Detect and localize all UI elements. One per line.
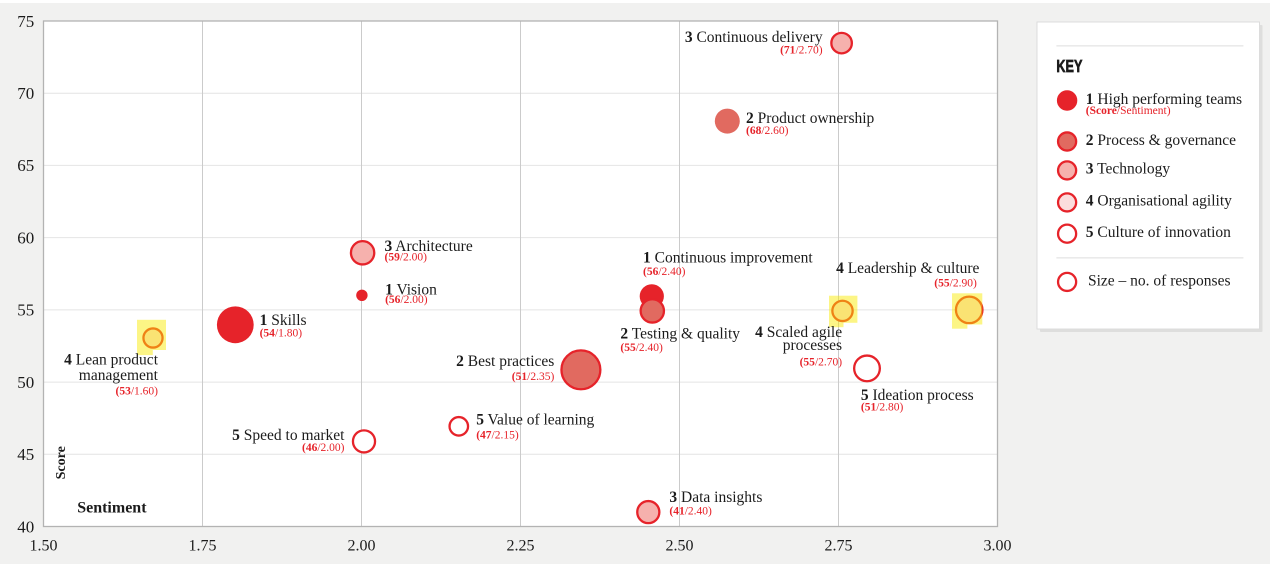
svg-text:5 Culture of innovation: 5 Culture of innovation (1086, 224, 1231, 241)
svg-text:60: 60 (17, 228, 34, 247)
svg-text:45: 45 (17, 445, 34, 464)
svg-text:(55/2.70): (55/2.70) (800, 356, 843, 368)
svg-text:4 Organisational agility: 4 Organisational agility (1086, 193, 1232, 210)
svg-text:(46/2.00): (46/2.00) (302, 442, 345, 454)
svg-text:3 Continuous delivery: 3 Continuous delivery (685, 29, 823, 46)
svg-text:2 Best practices: 2 Best practices (456, 353, 554, 370)
svg-text:55: 55 (17, 301, 34, 320)
svg-text:(51/2.80): (51/2.80) (861, 402, 904, 414)
svg-text:(71/2.70): (71/2.70) (780, 44, 823, 56)
svg-text:(56/2.40): (56/2.40) (643, 266, 686, 278)
svg-text:50: 50 (17, 373, 34, 392)
svg-text:1.50: 1.50 (30, 537, 58, 554)
svg-text:1 Vision: 1 Vision (385, 282, 437, 299)
svg-text:(55/2.40): (55/2.40) (620, 342, 663, 354)
svg-text:1 Skills: 1 Skills (260, 312, 307, 329)
svg-text:3 Architecture: 3 Architecture (385, 238, 473, 255)
svg-text:(56/2.00): (56/2.00) (385, 294, 428, 306)
svg-text:70: 70 (17, 84, 34, 103)
svg-text:2.00: 2.00 (348, 537, 376, 554)
svg-text:2.50: 2.50 (666, 537, 694, 554)
svg-text:5 Value of learning: 5 Value of learning (476, 412, 594, 429)
svg-text:3 Technology: 3 Technology (1086, 161, 1171, 178)
svg-text:65: 65 (17, 156, 34, 175)
svg-text:75: 75 (17, 12, 34, 31)
svg-text:2 Process & governance: 2 Process & governance (1086, 132, 1236, 149)
svg-text:1.75: 1.75 (189, 537, 217, 554)
svg-text:KEY: KEY (1056, 56, 1082, 76)
svg-text:2.75: 2.75 (825, 537, 853, 554)
svg-text:(53/1.60): (53/1.60) (116, 385, 159, 397)
svg-text:2 Product ownership: 2 Product ownership (746, 110, 875, 127)
svg-text:4 Scaled agile: 4 Scaled agile (755, 324, 842, 341)
svg-text:2.25: 2.25 (507, 537, 535, 554)
svg-text:(47/2.15): (47/2.15) (476, 430, 519, 442)
svg-text:(68/2.60): (68/2.60) (746, 125, 789, 137)
svg-text:(41/2.40): (41/2.40) (669, 506, 712, 518)
svg-text:(54/1.80): (54/1.80) (260, 327, 303, 339)
svg-text:(55/2.90): (55/2.90) (934, 278, 977, 290)
svg-text:(59/2.00): (59/2.00) (385, 252, 428, 264)
svg-text:(51/2.35): (51/2.35) (512, 371, 555, 383)
svg-text:Size – no. of responses: Size – no. of responses (1088, 272, 1231, 289)
svg-text:5 Ideation process: 5 Ideation process (861, 387, 974, 404)
svg-text:2 Testing & quality: 2 Testing & quality (620, 325, 740, 342)
svg-text:5 Speed to market: 5 Speed to market (232, 427, 345, 444)
svg-text:4 Lean product: 4 Lean product (64, 352, 159, 369)
svg-text:4 Leadership & culture: 4 Leadership & culture (836, 260, 979, 277)
svg-text:processes: processes (783, 337, 842, 354)
svg-text:1 High performing teams: 1 High performing teams (1086, 91, 1242, 108)
svg-text:1 Continuous improvement: 1 Continuous improvement (643, 250, 813, 267)
svg-text:management: management (79, 367, 159, 384)
svg-text:40: 40 (17, 517, 34, 536)
svg-text:3.00: 3.00 (984, 537, 1012, 554)
svg-text:Sentiment: Sentiment (77, 499, 147, 516)
svg-text:(Score/Sentiment): (Score/Sentiment) (1086, 105, 1171, 117)
svg-text:Score: Score (54, 446, 69, 479)
svg-text:3 Data insights: 3 Data insights (669, 489, 762, 506)
